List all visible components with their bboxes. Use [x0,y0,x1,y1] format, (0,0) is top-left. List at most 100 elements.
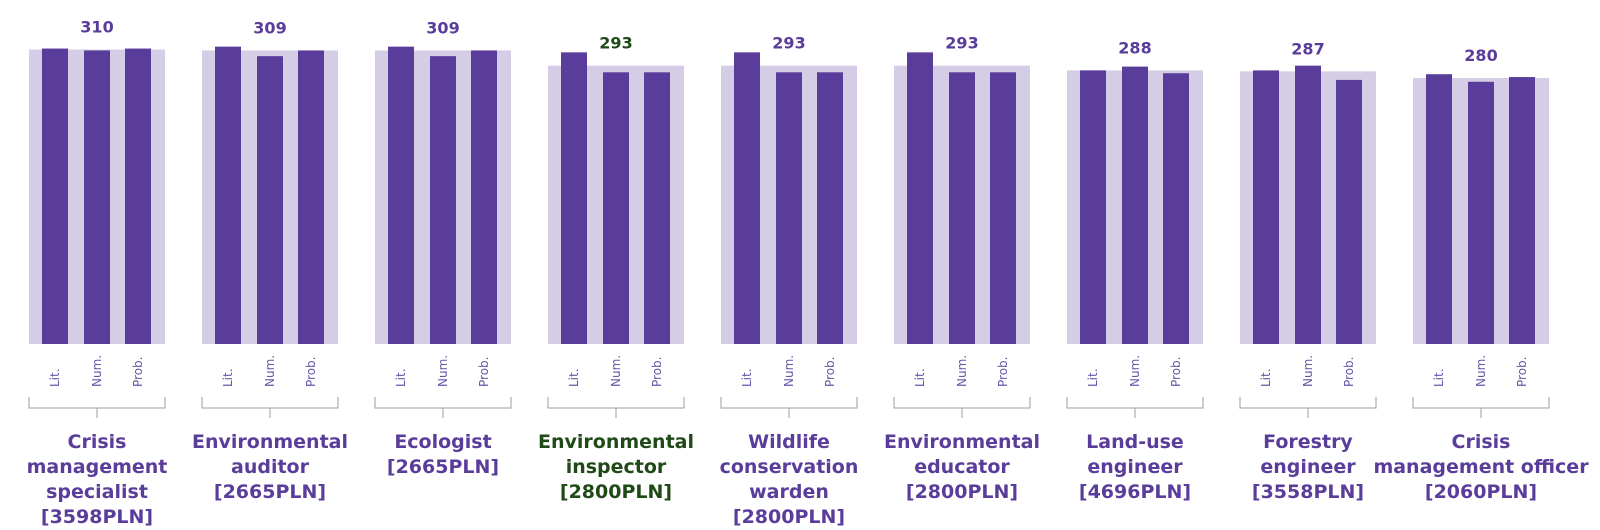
bar-num [776,72,802,345]
bar-lit [1426,74,1452,344]
tick-label: Lit. [913,368,927,387]
tick-label: Num. [955,355,969,387]
bar-prob [644,72,670,345]
group-total-label: 310 [80,18,113,37]
tick-label: Lit. [740,368,754,387]
tick-label: Lit. [48,368,62,387]
tick-label: Num. [1128,355,1142,387]
job-label-line: Crisis [1452,431,1511,453]
bar-num [1468,81,1494,345]
tick-label: Prob. [996,357,1010,387]
tick-label: Prob. [477,357,491,387]
job-label: Wildlife conservation warden [2800PLN] [720,431,859,528]
tick-label: Prob. [131,357,145,387]
job-label-line: Land-use [1086,431,1184,453]
job-label-line: management [27,456,168,478]
tick-label: Num. [1474,355,1488,387]
job-label-line: warden [749,481,829,503]
tick-label: Num. [263,355,277,387]
group-total-label: 293 [772,34,805,53]
job-label: Crisis management specialist [3598PLN] [27,431,168,528]
job-label-line: engineer [1260,456,1356,478]
tick-label: Num. [609,355,623,387]
job-label-line: [2800PLN] [906,481,1018,503]
job-label-line: [3598PLN] [41,506,153,528]
bar-lit [561,52,587,344]
group-bracket [1412,397,1550,418]
tick-label: Lit. [221,368,235,387]
bar-prob [125,48,151,345]
bar-lit [734,52,760,344]
bar-prob [990,72,1016,345]
group-bracket [28,397,166,418]
tick-label: Num. [1301,355,1315,387]
bar-prob [1509,77,1535,345]
group-total-label: 293 [945,34,978,53]
group-total-label: 287 [1291,39,1324,58]
group-bracket [720,397,858,418]
job-label-line: Environmental [884,431,1040,453]
bar-num [1122,66,1148,344]
job-label-line: conservation [720,456,859,478]
job-label-line: auditor [231,456,310,478]
group-total-label: 293 [599,34,632,53]
bar-num [949,72,975,345]
bar-num [1295,65,1321,345]
bar-lit [1080,70,1106,345]
job-label-line: [2665PLN] [387,456,499,478]
group-total-label: 309 [253,18,286,37]
job-label-line: Environmental [538,431,694,453]
job-label-line: [2060PLN] [1425,481,1537,503]
tick-label: Lit. [1086,368,1100,387]
group-bracket [1239,397,1377,418]
job-label-line: [3558PLN] [1252,481,1364,503]
job-label-line: Ecologist [394,431,491,453]
job-label: Crisis management officer [2060PLN] [1373,431,1589,503]
group-total-label: 309 [426,18,459,37]
tick-label: Prob. [1169,357,1183,387]
job-label-line: [2800PLN] [733,506,845,528]
tick-label: Lit. [394,368,408,387]
tick-label: Num. [782,355,796,387]
tick-label: Prob. [1342,357,1356,387]
job-label-line: [2665PLN] [214,481,326,503]
job-label: Land-use engineer [4696PLN] [1079,431,1191,503]
group-bracket [1066,397,1204,418]
job-label: Environmental inspector [2800PLN] [538,431,694,503]
tick-label: Num. [436,355,450,387]
job-label: Environmental auditor [2665PLN] [192,431,348,503]
bar-lit [42,48,68,345]
job-label-line: [2800PLN] [560,481,672,503]
job-label-line: specialist [46,481,148,503]
tick-label: Prob. [1515,357,1529,387]
tick-label: Lit. [567,368,581,387]
bar-lit [1253,70,1279,345]
bar-lit [907,52,933,344]
tick-label: Num. [90,355,104,387]
bar-num [84,50,110,344]
bar-prob [1336,79,1362,345]
bar-prob [298,50,324,344]
job-label-line: educator [914,456,1010,478]
bar-prob [817,72,843,345]
tick-label: Prob. [650,357,664,387]
job-label: Ecologist [2665PLN] [387,431,499,478]
job-label: Forestry engineer [3558PLN] [1252,431,1364,503]
tick-label: Prob. [304,357,318,387]
job-label-line: [4696PLN] [1079,481,1191,503]
tick-label: Lit. [1432,368,1446,387]
bar-lit [388,46,414,345]
tick-label: Prob. [823,357,837,387]
job-label-line: Environmental [192,431,348,453]
bar-prob [471,50,497,344]
group-bracket [374,397,512,418]
bar-num [603,72,629,345]
group-bracket [893,397,1031,418]
job-label-line: inspector [566,456,667,478]
job-label-line: Wildlife [748,431,830,453]
group-bracket [201,397,339,418]
job-label-line: Crisis [68,431,127,453]
group-total-label: 280 [1464,46,1497,65]
bar-prob [1163,73,1189,344]
